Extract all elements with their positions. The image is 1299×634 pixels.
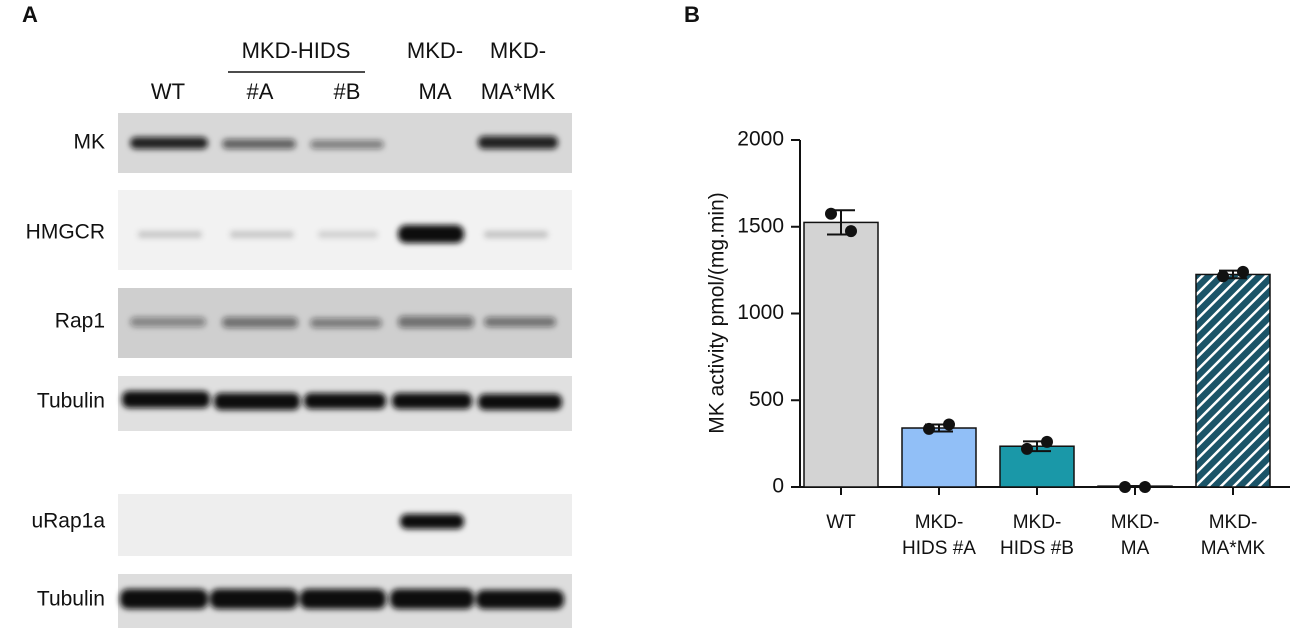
band [214, 393, 300, 410]
band [210, 589, 298, 609]
x-tick-label: WT [826, 512, 856, 533]
lane-label: MA [419, 79, 452, 104]
x-tick-label: MKD- [1209, 512, 1258, 533]
band [122, 391, 210, 408]
row-label: MK [74, 131, 106, 154]
band [310, 318, 382, 328]
x-tick-label: MKD- [915, 512, 964, 533]
x-tick-label: HIDS #B [1000, 538, 1074, 559]
band [230, 231, 294, 238]
x-tick-label: MKD- [1111, 512, 1160, 533]
lane-label: WT [151, 79, 185, 104]
data-point [943, 418, 955, 431]
bar [999, 445, 1075, 488]
panel-label: A [22, 2, 38, 27]
data-point [845, 225, 857, 238]
band [400, 514, 464, 529]
band [478, 394, 562, 410]
data-point [1217, 270, 1229, 283]
band [318, 231, 378, 238]
lane-header: MKD- [407, 38, 463, 63]
row-label: Tubulin [37, 588, 105, 611]
row-label: uRap1a [31, 510, 105, 533]
band [130, 317, 206, 327]
band [222, 139, 296, 149]
band [310, 140, 384, 149]
blot-strip [118, 190, 572, 270]
band [484, 317, 556, 327]
x-tick-label: MKD- [1013, 512, 1062, 533]
band [398, 316, 474, 328]
data-point [1139, 481, 1151, 493]
data-point [1021, 442, 1033, 455]
y-tick-label: 1000 [737, 301, 784, 324]
band [138, 231, 202, 238]
data-point [1119, 481, 1131, 493]
lane-label: MA*MK [481, 79, 556, 104]
bar-chart: B MK activity pmol/(mg.min) 0 500 1000 1500… [684, 2, 1290, 559]
data-point [1041, 435, 1053, 448]
data-point [825, 207, 837, 220]
y-tick-label: 0 [772, 475, 784, 498]
band [304, 393, 386, 409]
lane-label: #B [334, 79, 361, 104]
bar [901, 427, 977, 488]
band [478, 136, 558, 149]
x-tick-label: MA*MK [1201, 538, 1266, 559]
lane-header: MKD- [490, 38, 546, 63]
blot-panel: A MKD-HIDS MKD- MKD- WT #A #B MA MA*MK [22, 2, 572, 628]
x-tick-label: MA [1121, 538, 1150, 559]
x-tick-label: HIDS #A [902, 538, 976, 559]
row-label: Tubulin [37, 390, 105, 413]
band [476, 590, 564, 609]
band [398, 225, 464, 243]
band [222, 317, 298, 328]
group-header: MKD-HIDS [242, 38, 351, 63]
y-tick-label: 500 [749, 388, 784, 411]
row-label: Rap1 [55, 310, 105, 333]
band [390, 589, 474, 609]
row-label: HMGCR [26, 221, 105, 244]
lane-label: #A [247, 79, 274, 104]
band [484, 231, 548, 238]
y-tick-label: 1500 [737, 214, 784, 237]
y-axis-label: MK activity pmol/(mg.min) [706, 192, 729, 434]
band [120, 589, 208, 609]
band [300, 589, 386, 609]
y-tick-label: 2000 [737, 128, 784, 151]
data-point [923, 422, 935, 435]
band [392, 393, 472, 409]
blot-strip [118, 494, 572, 556]
data-point [1237, 265, 1249, 278]
bands [120, 136, 564, 609]
bar [803, 221, 879, 488]
bar [1195, 273, 1271, 488]
band [130, 137, 208, 149]
panel-label: B [684, 2, 700, 27]
